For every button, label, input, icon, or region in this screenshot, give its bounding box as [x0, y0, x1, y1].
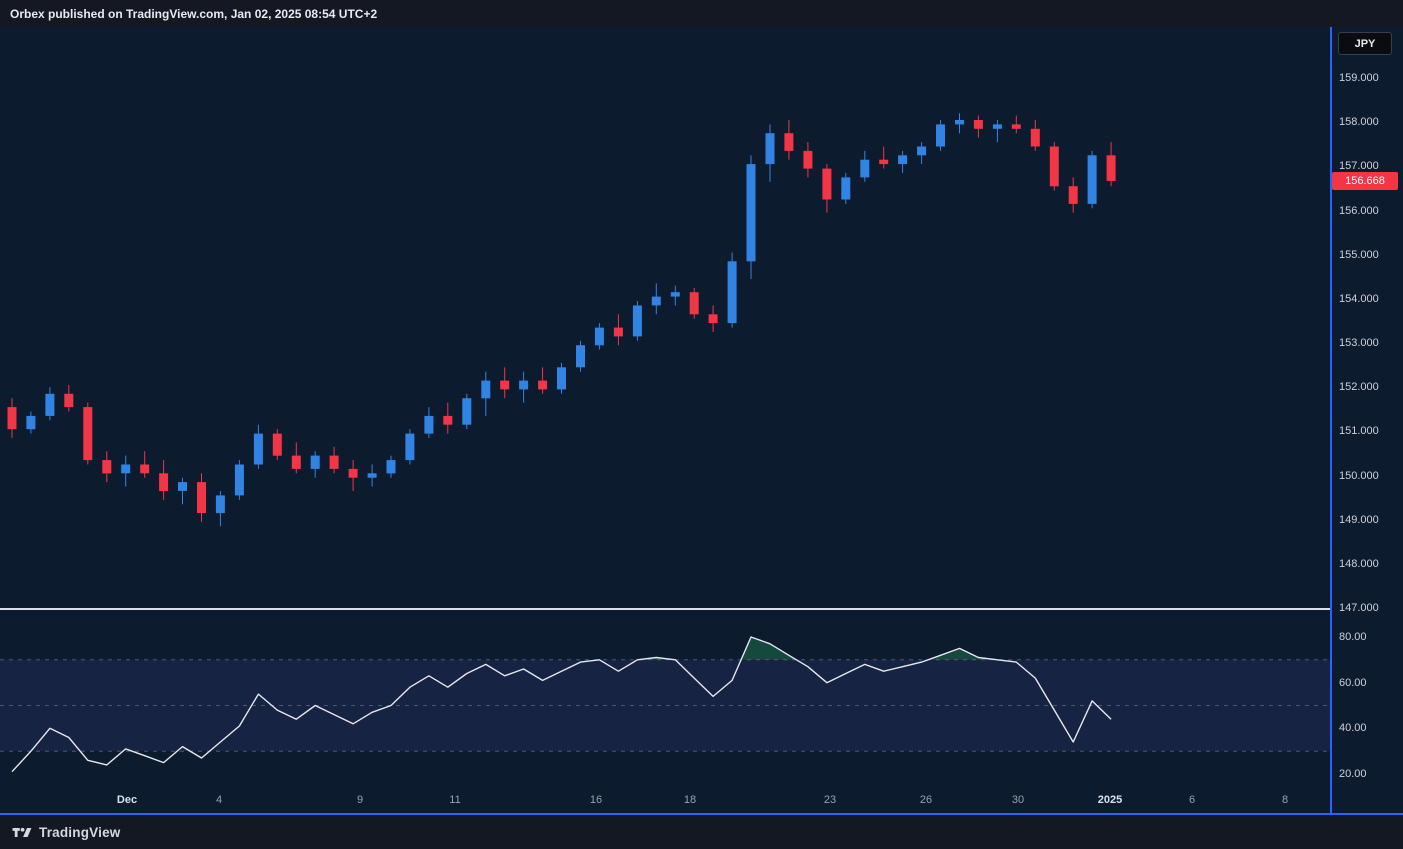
footer-bar: TradingView — [0, 815, 1403, 849]
rsi-tick: 60.00 — [1339, 677, 1367, 689]
time-tick: 6 — [1188, 794, 1196, 806]
price-tick: 156.000 — [1339, 205, 1379, 217]
time-tick: 11 — [449, 794, 461, 806]
rsi-tick: 20.00 — [1339, 768, 1367, 780]
time-tick: 4 — [215, 794, 223, 806]
time-tick: 30 — [1011, 794, 1025, 806]
rsi-pane[interactable] — [0, 613, 1330, 786]
candlestick-svg — [7, 113, 1116, 527]
rsi-tick: 40.00 — [1339, 722, 1367, 734]
time-tick: 26 — [919, 794, 933, 806]
price-tick: 159.000 — [1339, 72, 1379, 84]
last-price-label: 156.668 — [1332, 172, 1398, 190]
price-axis[interactable]: JPY 156.668 159.000 158.000 157.000 156.000… — [1330, 27, 1403, 815]
price-pane[interactable] — [0, 27, 1330, 612]
time-tick: 18 — [683, 794, 697, 806]
price-tick: 152.000 — [1339, 381, 1379, 393]
rsi-tick: 80.00 — [1339, 631, 1367, 643]
time-tick: 16 — [589, 794, 603, 806]
time-tick: 2025 — [1097, 794, 1123, 806]
price-tick: 150.000 — [1339, 470, 1379, 482]
price-tick: 155.000 — [1339, 249, 1379, 261]
attribution-text: Orbex published on TradingView.com, Jan … — [10, 6, 378, 21]
attribution-bar: Orbex published on TradingView.com, Jan … — [0, 0, 1403, 27]
time-tick: 9 — [356, 794, 364, 806]
chart-area: Dec 4 9 11 16 18 23 26 30 2025 6 8 JPY 156.668 159.… — [0, 27, 1403, 815]
price-tick: 147.000 — [1339, 602, 1379, 614]
price-tick: 153.000 — [1339, 337, 1379, 349]
rsi-svg — [0, 636, 1330, 773]
time-tick: 8 — [1281, 794, 1289, 806]
price-tick: 154.000 — [1339, 293, 1379, 305]
price-tick: 157.000 — [1339, 160, 1379, 172]
tradingview-brand[interactable]: TradingView — [39, 824, 121, 840]
currency-badge[interactable]: JPY — [1338, 32, 1392, 55]
time-axis[interactable]: Dec 4 9 11 16 18 23 26 30 2025 6 8 — [0, 786, 1330, 815]
price-tick: 151.000 — [1339, 425, 1379, 437]
time-tick: Dec — [116, 794, 138, 806]
tradingview-logo-icon[interactable] — [12, 824, 32, 841]
time-tick: 23 — [823, 794, 837, 806]
price-tick: 158.000 — [1339, 116, 1379, 128]
price-tick: 148.000 — [1339, 558, 1379, 570]
price-tick: 149.000 — [1339, 514, 1379, 526]
pane-separator[interactable] — [0, 608, 1330, 610]
time-axis-border — [0, 813, 1403, 815]
